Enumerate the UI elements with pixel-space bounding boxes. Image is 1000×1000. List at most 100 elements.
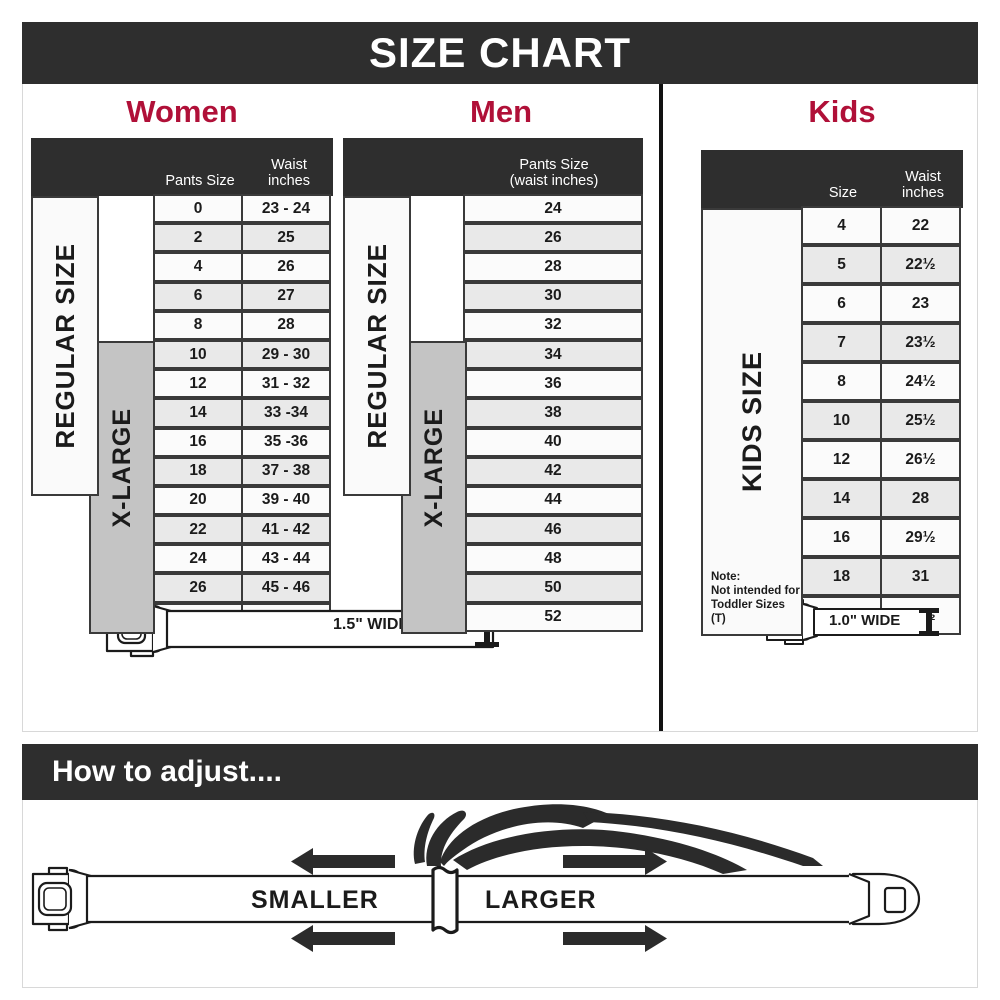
kids-note-line1: Note:	[711, 571, 741, 583]
men-group-xlarge-label: X-LARGE	[419, 407, 448, 528]
table-row: 4 26	[153, 252, 333, 283]
table-row: 44	[463, 485, 643, 517]
table-cell-size: 18	[801, 557, 882, 596]
table-row: 52	[463, 602, 643, 634]
table-cell-size: 14	[801, 479, 882, 518]
table-cell-waist: 26	[241, 252, 331, 282]
table-row: 12 31 - 32	[153, 369, 333, 400]
table-row: 34	[463, 339, 643, 371]
table-row: 38	[463, 398, 643, 429]
table-row: 10 29 - 30	[153, 339, 333, 371]
how-to-adjust-heading: How to adjust....	[22, 744, 978, 800]
table-cell-size: 32	[463, 310, 643, 340]
table-row: 30	[463, 281, 643, 313]
table-row: 36	[463, 369, 643, 400]
table-row: 5 22½	[801, 245, 963, 286]
women-group-regular-size: REGULAR SIZE	[31, 196, 99, 496]
women-group-xlarge-label: X-LARGE	[107, 407, 136, 528]
adjust-label-larger: LARGER	[485, 886, 597, 914]
table-cell-size: 6	[801, 284, 882, 323]
table-row: 0 23 - 24	[153, 194, 333, 225]
table-row: 28	[463, 252, 643, 283]
table-cell-size: 42	[463, 456, 643, 486]
women-header-pants-size: Pants Size	[165, 173, 235, 189]
kids-heading: Kids	[808, 94, 876, 129]
table-row: 8 28	[153, 310, 333, 342]
kids-rows: 4 22 5 22½ 6 23 7 23½ 8 24½ 10 25½ 12 26½ 14 28 16 29½ 18 3…	[801, 206, 963, 637]
table-cell-size: 30	[463, 281, 643, 311]
table-cell-waist: 31	[880, 557, 961, 596]
kids-header-waist-line1: Waist	[905, 169, 941, 185]
men-kids-divider	[659, 84, 663, 731]
table-cell-size: 26	[153, 573, 243, 603]
table-row: 48	[463, 544, 643, 575]
table-cell-waist: 43 - 44	[241, 544, 331, 574]
table-cell-size: 40	[463, 427, 643, 457]
kids-note-line2: Not intended for	[711, 585, 800, 597]
table-row: 7 23½	[801, 323, 963, 364]
table-row: 12 26½	[801, 440, 963, 481]
hand-icon	[413, 804, 823, 874]
table-cell-waist: 37 - 38	[241, 456, 331, 486]
women-header-waist-line1: Waist	[271, 157, 307, 173]
men-group-xlarge: X-LARGE	[401, 341, 467, 634]
page-title: SIZE CHART	[22, 22, 978, 84]
men-heading: Men	[470, 94, 532, 129]
table-row: 24 43 - 44	[153, 544, 333, 575]
table-cell-size: 44	[463, 485, 643, 516]
table-cell-waist: 22½	[880, 245, 961, 284]
kids-header-waist: Waist inches	[883, 169, 963, 208]
table-row: 18 31	[801, 557, 963, 598]
table-cell-waist: 31 - 32	[241, 369, 331, 399]
table-cell-size: 5	[801, 245, 882, 284]
table-row: 32	[463, 310, 643, 342]
table-cell-waist: 29 - 30	[241, 339, 331, 370]
table-cell-waist: 25½	[880, 401, 961, 440]
size-tables-region: Women . Pants Size Waist inches REGULA	[22, 84, 978, 732]
women-group-regular-label: REGULAR SIZE	[49, 243, 80, 449]
women-header-waist-line2: inches	[268, 173, 310, 189]
table-cell-size: 18	[153, 456, 243, 486]
table-cell-waist: 39 - 40	[241, 485, 331, 516]
table-cell-waist: 22	[880, 206, 961, 245]
table-cell-size: 12	[153, 369, 243, 399]
table-row: 20 39 - 40	[153, 485, 333, 517]
kids-group-label: KIDS SIZE	[736, 351, 767, 493]
table-cell-waist: 33 -34	[241, 398, 331, 428]
table-cell-waist: 29½	[880, 518, 961, 557]
how-to-adjust-illustration: SMALLER LARGER	[22, 800, 978, 988]
table-cell-waist: 23	[880, 284, 961, 323]
table-cell-waist: 23 - 24	[241, 194, 331, 224]
table-cell-size: 14	[153, 398, 243, 428]
men-group-regular-size: REGULAR SIZE	[343, 196, 411, 496]
table-cell-size: 16	[801, 518, 882, 557]
table-cell-waist: 27	[241, 281, 331, 311]
adult-belt-width-label: 1.5" WIDE	[333, 616, 410, 633]
table-cell-size: 48	[463, 544, 643, 574]
arrow-left-top-icon	[291, 848, 395, 875]
table-cell-waist: 28	[880, 479, 961, 518]
adjust-belt-svg	[31, 804, 921, 952]
table-cell-size: 50	[463, 573, 643, 603]
table-row: 26 45 - 46	[153, 573, 333, 604]
table-cell-size: 22	[153, 515, 243, 545]
table-cell-size: 28	[463, 252, 643, 282]
section-kids: Kids . Size Waist inches KIDS SIZE	[663, 84, 1000, 645]
table-row: 40	[463, 427, 643, 459]
men-table-header: . Pants Size (waist inches)	[343, 138, 643, 196]
men-rows: 24 26 28 30 32 34 36 38 40 42 44 46 48 50 52	[463, 194, 643, 634]
table-row: 2 25	[153, 223, 333, 254]
table-cell-size: 24	[463, 194, 643, 224]
arrow-right-top-icon	[563, 848, 667, 875]
men-group-regular-label: REGULAR SIZE	[361, 243, 392, 449]
table-row: 42	[463, 456, 643, 488]
table-cell-size: 2	[153, 223, 243, 253]
table-cell-size: 36	[463, 369, 643, 399]
table-row: 46	[463, 515, 643, 546]
table-cell-size: 46	[463, 515, 643, 545]
table-cell-waist: 28	[241, 310, 331, 340]
belt-tip-hole	[883, 886, 907, 914]
table-cell-waist: 24½	[880, 362, 961, 401]
table-cell-waist: 23½	[880, 323, 961, 362]
